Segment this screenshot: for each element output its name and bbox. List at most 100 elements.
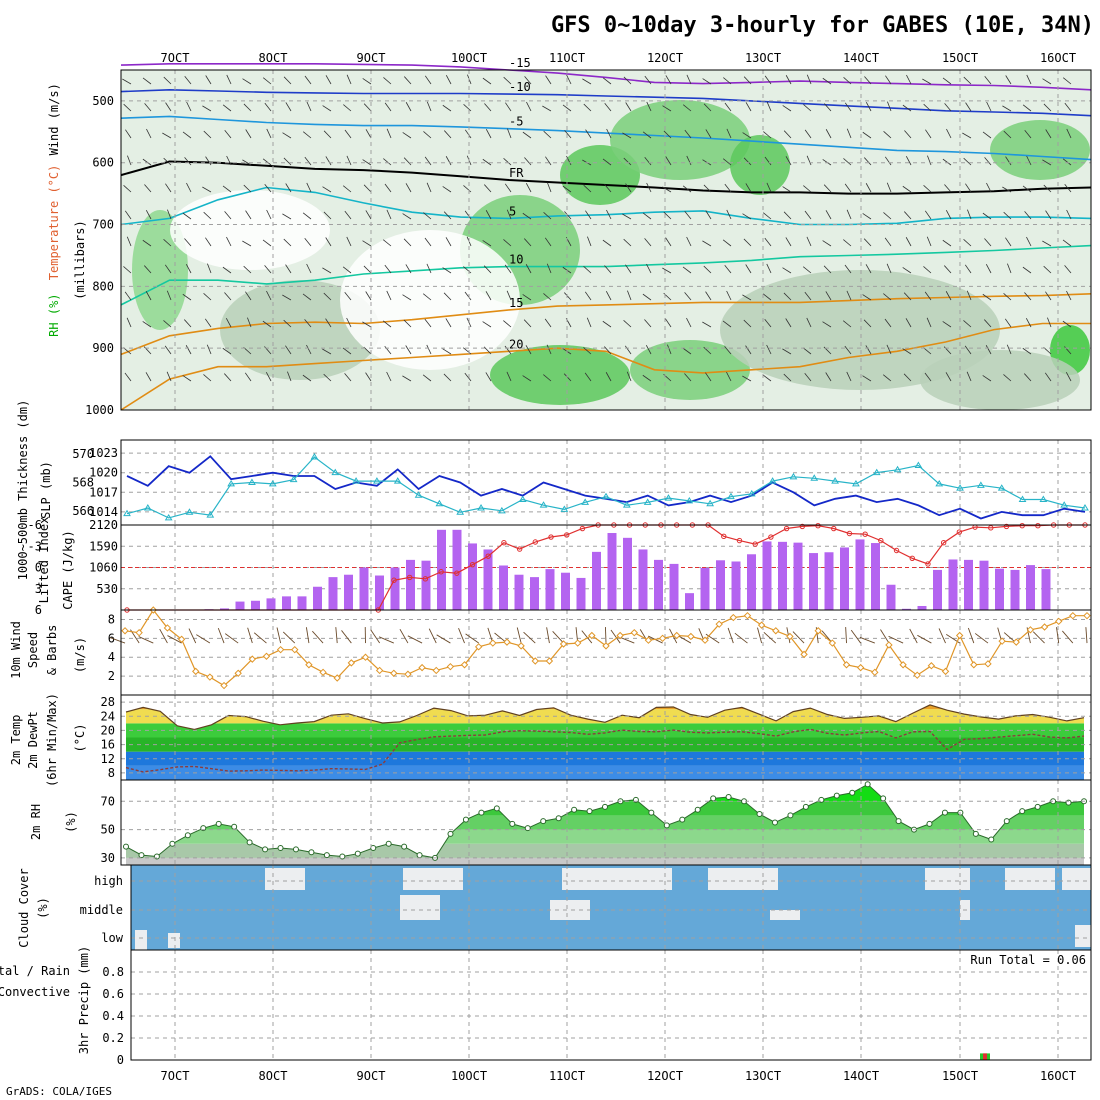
wind-barb — [564, 130, 572, 139]
cloud-gap — [708, 868, 778, 890]
wind-barb — [384, 264, 392, 274]
wind-barb — [865, 264, 872, 274]
wind-barb — [243, 103, 252, 112]
label-lifted-index: Lifted Index — [37, 517, 51, 604]
wind-barb — [445, 156, 452, 166]
wind-barb — [226, 236, 232, 247]
wind-barb — [144, 265, 152, 274]
rh-mask — [126, 780, 1084, 858]
wind-barb — [543, 374, 552, 382]
wind-barb — [306, 182, 312, 193]
wind-barb — [865, 183, 872, 193]
wind-barb — [605, 290, 612, 301]
wind-barb — [564, 211, 572, 220]
y-tick-label: 0 — [117, 1053, 124, 1067]
wind-barb — [880, 629, 890, 644]
wind-barb — [602, 320, 612, 328]
wind-barb — [370, 629, 381, 644]
isotherm-line — [120, 115, 1092, 161]
cape-bar — [282, 596, 291, 610]
wind-barb — [365, 291, 372, 301]
wind-barb — [624, 345, 632, 355]
wind-barb — [405, 183, 412, 193]
wind-barb — [224, 211, 232, 220]
wind-barb — [442, 267, 452, 274]
wind-barb — [1003, 374, 1012, 382]
wind-barb — [963, 239, 972, 247]
cape-bar — [1026, 565, 1035, 610]
wind-speed-marker — [842, 661, 851, 669]
wind-barb — [626, 371, 632, 382]
cape-bar — [824, 552, 834, 610]
wind-barb — [982, 293, 992, 301]
wind-barb — [974, 633, 989, 644]
wind-barb — [225, 317, 232, 328]
wind-barb — [124, 291, 132, 301]
wind-barb — [203, 211, 212, 220]
wind-barb — [378, 636, 394, 644]
y-tick-label: 1590 — [89, 539, 118, 553]
wind-barb — [552, 631, 564, 644]
wind-barb — [686, 155, 692, 166]
wind-barb — [804, 372, 812, 382]
wind-barb — [803, 104, 812, 112]
wind-barb — [164, 345, 172, 355]
y-tick-label: 568 — [72, 476, 94, 490]
wind-speed-marker — [955, 631, 964, 640]
wind-barb — [1022, 266, 1032, 274]
li-marker — [893, 547, 900, 554]
wind-barb — [842, 320, 852, 328]
wind-barb — [525, 264, 532, 274]
wind-barb — [702, 78, 712, 85]
wind-barb — [545, 156, 552, 166]
wind-barb — [844, 183, 852, 193]
y-tick-label: 1060 — [89, 561, 118, 575]
wind-speed-marker — [630, 628, 639, 637]
wind-barb — [663, 130, 672, 139]
x-tick-top: 10OCT — [451, 51, 487, 65]
wind-barb — [1006, 344, 1012, 355]
cloud-cover-panel: high middle low — [80, 864, 1092, 951]
wind-barb — [743, 157, 752, 166]
y-tick-label: 800 — [92, 279, 114, 293]
x-tick-top: 11OCT — [549, 51, 585, 65]
wind-barb — [282, 631, 296, 644]
wind-barb — [506, 371, 512, 382]
wind-barb — [644, 238, 652, 247]
thickness-marker — [373, 477, 381, 484]
wind-barb — [705, 210, 712, 220]
wind-barb — [764, 156, 772, 166]
label-wind10-barbs: & Barbs — [45, 625, 59, 676]
li-marker — [925, 561, 931, 567]
wind-barb — [1062, 320, 1072, 328]
wind-barb — [205, 156, 212, 166]
cape-bar — [313, 586, 322, 610]
wind-barb — [403, 319, 412, 328]
cape-bar — [747, 554, 756, 610]
wind-barb — [785, 75, 792, 85]
wind-barb — [844, 264, 852, 274]
isotherm-label: FR — [509, 166, 524, 180]
wind-barb — [402, 132, 412, 139]
slp-thickness-panel: 1014 1017 1020 1023 566 568 570 — [72, 439, 1092, 526]
rh-marker — [679, 816, 686, 823]
y-tick-label: 6 — [35, 603, 42, 617]
wind-barb — [522, 294, 532, 301]
wind-barb — [282, 213, 292, 220]
wind-barb — [485, 291, 492, 301]
wind-barb — [745, 264, 752, 274]
wind-barb — [184, 238, 192, 247]
wind-barb — [722, 158, 732, 166]
label-rh2m: 2m RH — [29, 804, 43, 840]
wind-speed-marker — [687, 632, 695, 641]
thickness-marker — [664, 494, 673, 501]
wind-speed-marker — [248, 655, 257, 663]
wind-barb — [606, 209, 612, 220]
rh-marker — [988, 836, 995, 843]
wind-barb — [766, 182, 772, 193]
cape-bar — [995, 568, 1004, 610]
wind-barb — [124, 210, 132, 220]
wind-barb — [610, 629, 621, 644]
wind-speed-marker — [757, 621, 766, 629]
rh-marker — [246, 839, 253, 846]
